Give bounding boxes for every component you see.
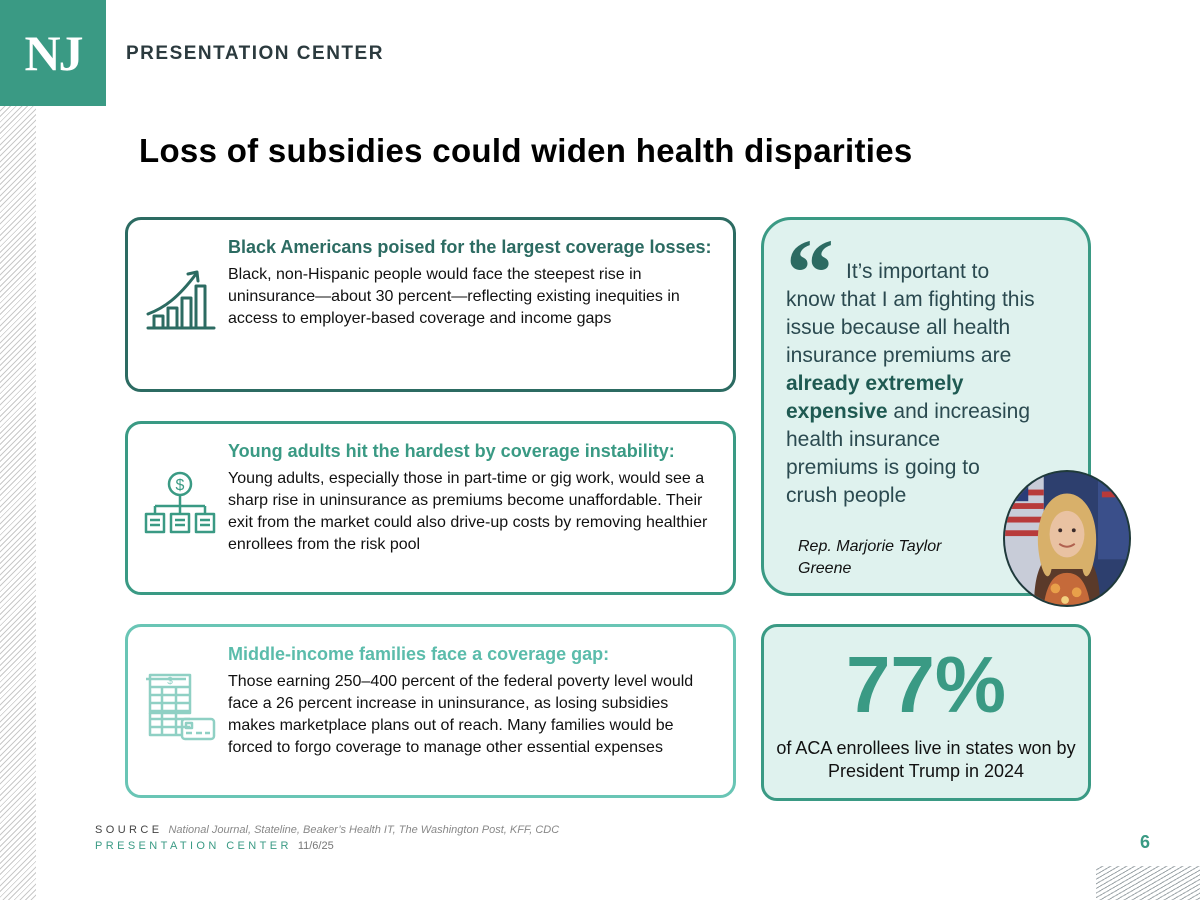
stat-panel: 77% of ACA enrollees live in states won …: [761, 624, 1091, 801]
card-middle-income: $ Middle-income families face a coverage…: [125, 624, 736, 798]
stat-caption: of ACA enrollees live in states won by P…: [776, 738, 1076, 781]
quote-author: Rep. Marjorie Taylor Greene: [798, 538, 942, 577]
card-young-adults: $ Young adults hit the hardest by covera…: [125, 421, 736, 595]
card-body: Black, non-Hispanic people would face th…: [228, 266, 680, 327]
nj-logo[interactable]: NJ: [0, 0, 106, 106]
decorative-stripes-left: [0, 106, 36, 900]
dollar-hierarchy-icon: $: [144, 471, 216, 534]
invoice-card-icon: $: [146, 673, 216, 741]
quote-text: It’s important to know that I am fightin…: [786, 260, 1035, 507]
card-heading: Black Americans poised for the largest c…: [228, 237, 712, 257]
brand-name: PRESENTATION CENTER: [126, 43, 384, 64]
center-label: PRESENTATION CENTER: [95, 840, 292, 852]
source-text: National Journal, Stateline, Beaker’s He…: [168, 824, 560, 836]
card-heading: Young adults hit the hardest by coverage…: [228, 441, 675, 461]
presentation-center-line: PRESENTATION CENTER 11/6/25: [95, 840, 334, 852]
card-heading: Middle-income families face a coverage g…: [228, 644, 610, 664]
bar-chart-rising-icon: [146, 270, 216, 330]
source-label: SOURCE: [95, 824, 163, 836]
card-black-americans: Black Americans poised for the largest c…: [125, 217, 736, 392]
card-body: Those earning 250–400 percent of the fed…: [228, 673, 694, 756]
decorative-stripes-bottom-right: [1096, 866, 1200, 900]
stat-value: 77%: [845, 640, 1007, 729]
slide-title: Loss of subsidies could widen health dis…: [139, 132, 913, 169]
date: 11/6/25: [297, 840, 334, 852]
svg-text:$: $: [176, 477, 185, 494]
quote-mark-icon: “: [786, 219, 834, 326]
svg-text:$: $: [167, 676, 173, 687]
page-number: 6: [1140, 832, 1151, 852]
speaker-portrait: [1003, 470, 1131, 607]
card-body: Young adults, especially those in part-t…: [228, 470, 708, 553]
source-line: SOURCE National Journal, Stateline, Beake…: [95, 824, 559, 836]
